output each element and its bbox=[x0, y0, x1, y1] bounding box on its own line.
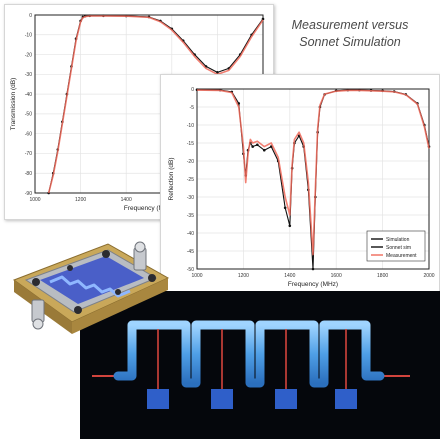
reflection-y-tick-label-9: -45 bbox=[187, 249, 194, 255]
transmission-y-tick-label-4: -40 bbox=[25, 92, 32, 98]
reflection-series-simulation-point-20 bbox=[311, 267, 315, 271]
transmission-series-simulation-point-19 bbox=[216, 71, 219, 74]
screw-6 bbox=[115, 289, 121, 295]
transmission-y-tick-label-3: -30 bbox=[25, 72, 32, 78]
reflection-y-axis-label: Reflection (dB) bbox=[168, 158, 175, 201]
reflection-chart-panel: 1000 1200 1400 1600 1800 2000 0 -5 -10 -15 -20 -25 -… bbox=[160, 74, 440, 298]
reflection-y-tick-label-5: -25 bbox=[187, 177, 194, 183]
reflection-legend-entry-1: Sonnet sim bbox=[386, 245, 411, 251]
reflection-y-tick-label-0: 0 bbox=[191, 87, 194, 93]
transmission-series-measurement-line bbox=[47, 15, 264, 194]
blue-substrate bbox=[40, 256, 144, 304]
sma-connector-bottom-pin bbox=[32, 318, 44, 330]
transmission-x-tick-label-1: 1200 bbox=[75, 197, 86, 203]
reflection-legend-entry-2: Measurement bbox=[386, 253, 417, 259]
filter-layout-image bbox=[80, 291, 440, 439]
reflection-x-tick-label-3: 1600 bbox=[331, 273, 342, 279]
figure-heading-line-1: Measurement versus bbox=[291, 18, 409, 32]
tuning-pad-4 bbox=[335, 389, 357, 409]
transmission-y-tick-label-2: -20 bbox=[25, 52, 32, 58]
screw-4 bbox=[74, 306, 82, 314]
reflection-x-tick-label-1: 1200 bbox=[238, 273, 249, 279]
reflection-series-simulation-point-13 bbox=[283, 206, 287, 210]
reflection-x-tick-label-2: 1400 bbox=[284, 273, 295, 279]
reflection-series-simulation-point-8 bbox=[251, 145, 254, 148]
tuning-pad-1 bbox=[147, 389, 169, 409]
sma-connector-top-pin bbox=[134, 241, 146, 253]
reflection-y-tick-label-2: -10 bbox=[187, 123, 194, 129]
transmission-y-tick-label-9: -90 bbox=[25, 191, 32, 197]
reflection-y-tick-label-3: -15 bbox=[187, 141, 194, 147]
reflection-x-axis-label: Frequency (MHz) bbox=[288, 281, 338, 288]
screw-1 bbox=[32, 278, 40, 286]
transmission-x-axis-label: Frequency (MHz) bbox=[124, 205, 174, 212]
reflection-series-simulation-point-9 bbox=[256, 143, 259, 147]
reflection-series-measurement-line bbox=[196, 89, 430, 256]
reflection-legend-box bbox=[366, 230, 426, 262]
reflection-y-tick-label-4: -20 bbox=[187, 159, 194, 165]
transmission-x-tick-label-2: 1400 bbox=[121, 197, 132, 203]
reflection-y-tick-label-6: -30 bbox=[187, 195, 194, 201]
housing-side-right bbox=[72, 278, 168, 334]
figure-heading-line-2: Sonnet Simulation bbox=[299, 35, 401, 49]
transmission-y-tick-label-1: -10 bbox=[25, 33, 32, 39]
transmission-x-tick-label-0: 1000 bbox=[29, 197, 40, 203]
tuning-pad-2 bbox=[211, 389, 233, 409]
screw-2 bbox=[102, 250, 110, 258]
reflection-legend-entry-0: Simulation bbox=[386, 237, 410, 243]
transmission-y-tick-label-5: -50 bbox=[25, 112, 32, 118]
substrate-meander bbox=[49, 275, 131, 298]
reflection-series-simulation-point-14 bbox=[288, 224, 292, 228]
screw-3 bbox=[148, 274, 156, 282]
reflection-y-tick-label-1: -5 bbox=[190, 105, 195, 111]
tuning-pad-3 bbox=[275, 389, 297, 409]
transmission-y-tick-label-6: -60 bbox=[25, 131, 32, 137]
reflection-y-tick-label-7: -35 bbox=[187, 213, 194, 219]
reflection-chart: 1000 1200 1400 1600 1800 2000 0 -5 -10 -15 -20 -25 -… bbox=[168, 87, 435, 288]
transmission-y-tick-label-7: -70 bbox=[25, 151, 32, 157]
transmission-y-tick-label-0: 0 bbox=[29, 13, 32, 19]
reflection-series-simulation-point-10 bbox=[262, 148, 266, 152]
reflection-x-tick-label-4: 1800 bbox=[377, 273, 388, 279]
meander-resonator bbox=[113, 320, 385, 388]
reflection-x-tick-label-0: 1000 bbox=[191, 273, 202, 279]
reflection-x-tick-label-5: 2000 bbox=[423, 273, 434, 279]
screw-5 bbox=[67, 265, 73, 271]
transmission-y-axis-label: Transmission (dB) bbox=[10, 78, 17, 131]
reflection-y-tick-label-10: -50 bbox=[187, 267, 194, 273]
transmission-y-tick-label-8: -80 bbox=[25, 171, 32, 177]
filter-device-photo bbox=[12, 241, 170, 334]
reflection-y-tick-label-8: -40 bbox=[187, 231, 194, 237]
